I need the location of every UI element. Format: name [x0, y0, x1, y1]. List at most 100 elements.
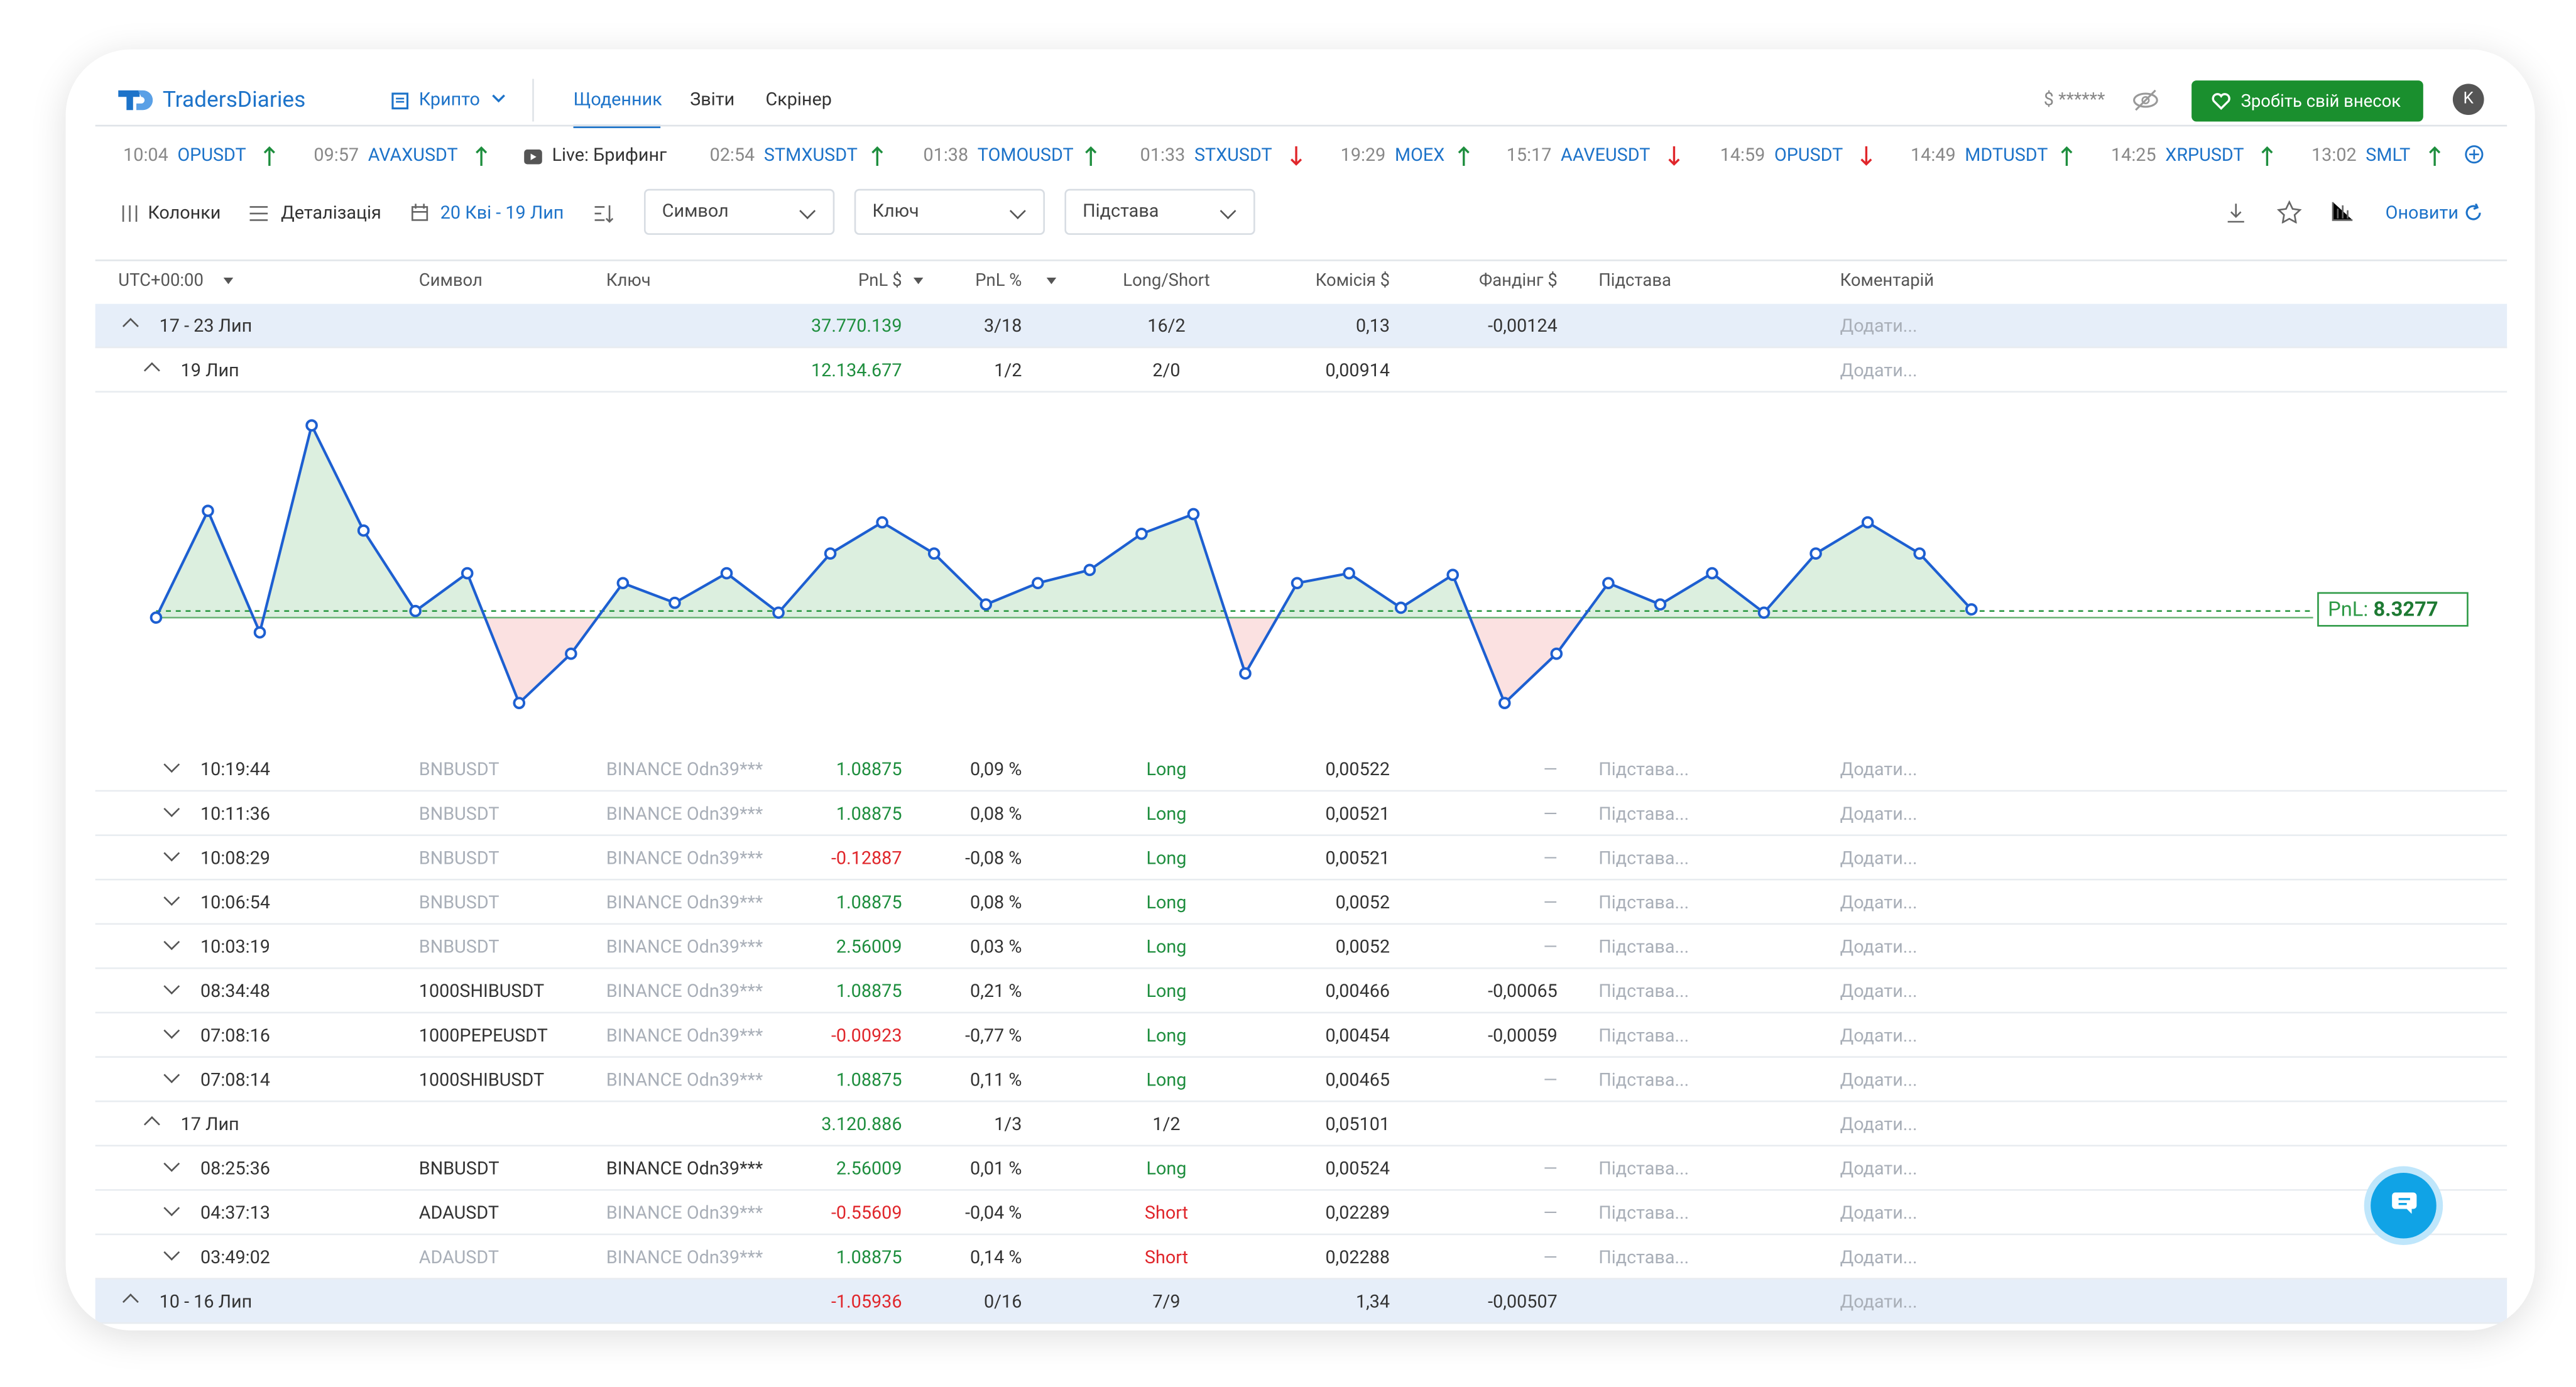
filter-select[interactable]: Підстава	[1064, 188, 1255, 235]
cell-comment[interactable]: Додати...	[1840, 847, 1918, 869]
cell-basis[interactable]: Підстава...	[1598, 1069, 1689, 1091]
ticker-symbol[interactable]: SMLT	[2366, 144, 2411, 166]
detail-button[interactable]: Деталізація	[281, 202, 381, 224]
period[interactable]: 20 Кві - 19 Лип	[440, 202, 564, 224]
cell-comment[interactable]: Додати...	[1840, 1158, 1918, 1180]
cell-symbol: ADAUSDT	[418, 1202, 499, 1224]
ticker-symbol[interactable]: OPUSDT	[177, 144, 246, 166]
trade-row: 10:03:19 BNBUSDT BINANCE Odn39*** 2.56009 0,…	[95, 925, 2508, 969]
column-header[interactable]: Підстава	[1598, 269, 1671, 291]
chevron[interactable]	[163, 978, 180, 995]
cell-comment[interactable]: Додати...	[1840, 359, 1918, 381]
cell-pnl: 1.08875	[836, 981, 902, 1003]
star-icon[interactable]	[2277, 200, 2302, 224]
group-row: 17 - 23 Лип 37.770.139 3/18 16/2 0,13 -0,0012…	[95, 303, 2508, 349]
cell-comment[interactable]: Додати...	[1840, 803, 1918, 825]
chevron[interactable]	[163, 933, 180, 950]
ticker-symbol[interactable]: MOEX	[1394, 144, 1445, 166]
chevron[interactable]	[143, 362, 160, 379]
ticker-arrow	[2261, 146, 2273, 166]
ticker-symbol[interactable]: AVAXUSDT	[368, 144, 458, 166]
cell-pnl-pct: 1/3	[994, 1113, 1022, 1135]
chevron[interactable]	[163, 1200, 180, 1217]
cell-comment[interactable]: Додати...	[1840, 1113, 1918, 1135]
avatar[interactable]: K	[2452, 84, 2484, 116]
filter-select[interactable]: Ключ	[854, 188, 1045, 235]
data-point	[1394, 601, 1407, 614]
market-select[interactable]: Крипто	[418, 89, 480, 111]
live-link[interactable]: Live: Брифинг	[552, 144, 667, 166]
cell-comment[interactable]: Додати...	[1840, 759, 1918, 781]
chevron[interactable]	[122, 318, 139, 334]
cell-funding: —	[1543, 759, 1558, 781]
chevron[interactable]	[163, 845, 180, 862]
cell-basis[interactable]: Підстава...	[1598, 981, 1689, 1003]
columns-button[interactable]: Колонки	[148, 202, 221, 224]
cell-funding: —	[1543, 1202, 1558, 1224]
download-icon[interactable]	[2226, 202, 2246, 224]
cell-comment[interactable]: Додати...	[1840, 1025, 1918, 1047]
cell-symbol: BNBUSDT	[418, 803, 499, 825]
hide-icon[interactable]	[2132, 89, 2159, 112]
balance: $ ******	[2043, 89, 2105, 111]
column-header[interactable]: Комісія $	[1315, 269, 1390, 291]
column-header[interactable]: Коментарій	[1840, 269, 1935, 291]
cell-basis[interactable]: Підстава...	[1598, 759, 1689, 781]
cell-comment[interactable]: Додати...	[1840, 981, 1918, 1003]
cell-basis[interactable]: Підстава...	[1598, 936, 1689, 958]
nav-tab[interactable]: Скрінер	[765, 89, 832, 111]
pnl-value: 8.3277	[2373, 597, 2438, 621]
ticker-symbol[interactable]: MDTUSDT	[1965, 144, 2048, 166]
add-ticker[interactable]	[2464, 144, 2484, 164]
cell-basis[interactable]: Підстава...	[1598, 1025, 1689, 1047]
cell-basis[interactable]: Підстава...	[1598, 847, 1689, 869]
chevron[interactable]	[143, 1116, 160, 1133]
chevron[interactable]	[163, 756, 180, 773]
donate-button[interactable]	[2191, 80, 2423, 122]
ticker-symbol[interactable]: OPUSDT	[1774, 144, 1843, 166]
cell-pnl: -1.05936	[831, 1291, 902, 1313]
column-header[interactable]: Символ	[418, 269, 483, 291]
cell-comment[interactable]: Додати...	[1840, 315, 1918, 337]
cell-pnl: 1.08875	[836, 1246, 902, 1268]
ticker-arrow	[871, 146, 883, 166]
cell-comment[interactable]: Додати...	[1840, 936, 1918, 958]
data-point	[1965, 603, 1978, 616]
sort-icon[interactable]	[593, 204, 614, 223]
ticker-symbol[interactable]: TOMOUSDT	[977, 144, 1074, 166]
data-point	[1187, 508, 1200, 521]
column-header[interactable]: PnL $	[858, 269, 902, 291]
chart-icon[interactable]	[2331, 202, 2353, 222]
nav-tab[interactable]: Щоденник	[573, 89, 662, 111]
cell-comment[interactable]: Додати...	[1840, 1246, 1918, 1268]
chevron[interactable]	[163, 1155, 180, 1172]
chevron[interactable]	[163, 1244, 180, 1261]
cell-comment[interactable]: Додати...	[1840, 1069, 1918, 1091]
cell-basis[interactable]: Підстава...	[1598, 891, 1689, 913]
ticker-symbol[interactable]: STXUSDT	[1194, 144, 1272, 166]
cell-comment[interactable]: Додати...	[1840, 891, 1918, 913]
chevron[interactable]	[163, 1022, 180, 1039]
cell-basis[interactable]: Підстава...	[1598, 1246, 1689, 1268]
nav-tab[interactable]: Звіти	[690, 89, 735, 111]
ticker-arrow	[1458, 146, 1470, 166]
chevron[interactable]	[122, 1293, 139, 1310]
ticker-symbol[interactable]: XRPUSDT	[2165, 144, 2244, 166]
chevron[interactable]	[163, 800, 180, 817]
column-header[interactable]: PnL %	[975, 269, 1022, 291]
cell-basis[interactable]: Підстава...	[1598, 803, 1689, 825]
cell-comment[interactable]: Додати...	[1840, 1202, 1918, 1224]
chevron[interactable]	[163, 1067, 180, 1084]
ticker-symbol[interactable]: AAVEUSDT	[1561, 144, 1651, 166]
column-header[interactable]: Ключ	[606, 269, 651, 291]
chevron[interactable]	[163, 889, 180, 906]
filter-select[interactable]: Символ	[643, 188, 835, 235]
ticker-symbol[interactable]: STMXUSDT	[763, 144, 858, 166]
column-header[interactable]: Фандінг $	[1479, 269, 1558, 291]
refresh-button[interactable]: Оновити	[2385, 202, 2459, 224]
column-header[interactable]: Long/Short	[1123, 269, 1210, 291]
cell-comment[interactable]: Додати...	[1840, 1291, 1918, 1313]
cell-basis[interactable]: Підстава...	[1598, 1202, 1689, 1224]
cell-basis[interactable]: Підстава...	[1598, 1158, 1689, 1180]
column-header[interactable]: UTC+00:00	[118, 269, 204, 291]
